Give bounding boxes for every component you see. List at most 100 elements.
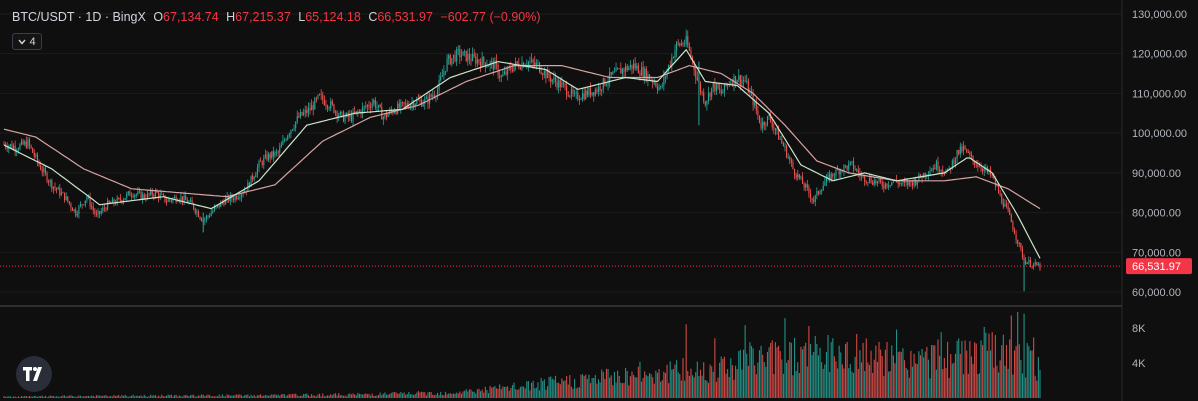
tradingview-logo-icon[interactable] xyxy=(16,356,52,392)
candle xyxy=(578,95,580,105)
volume-bar xyxy=(260,394,262,398)
volume-bar xyxy=(832,338,834,398)
volume-bar xyxy=(867,362,869,398)
volume-bar xyxy=(770,343,772,398)
volume-bar xyxy=(562,380,564,398)
candle xyxy=(757,105,759,120)
volume-bar xyxy=(428,391,431,398)
volume-bar xyxy=(486,390,488,398)
volume-bar xyxy=(384,392,386,398)
candle xyxy=(792,159,794,170)
candle xyxy=(311,99,313,111)
candle xyxy=(35,152,37,159)
volume-bar xyxy=(572,388,574,398)
volume-bar xyxy=(972,364,974,398)
candle xyxy=(821,189,823,195)
candle xyxy=(14,140,16,157)
volume-bar xyxy=(374,395,376,398)
candle xyxy=(94,208,96,218)
volume-bar xyxy=(838,345,840,398)
volume-bar xyxy=(942,369,944,398)
volume-bar xyxy=(232,395,235,398)
volume-bar xyxy=(862,342,864,398)
volume-bar xyxy=(5,396,7,398)
volume-bar xyxy=(1010,315,1012,398)
candle xyxy=(282,134,284,146)
candle xyxy=(719,83,721,94)
candle xyxy=(476,53,478,67)
volume-bar xyxy=(983,326,985,398)
volume-bar xyxy=(650,374,652,398)
candle xyxy=(320,89,322,100)
symbol-title[interactable]: BTC/USDT · 1D · BingX xyxy=(12,10,146,24)
candle xyxy=(591,92,593,97)
volume-bar xyxy=(588,374,590,398)
volume-bar xyxy=(596,383,598,398)
candle xyxy=(299,108,302,119)
candle xyxy=(295,121,297,132)
candle xyxy=(97,208,99,219)
volume-bar xyxy=(900,352,902,398)
candle xyxy=(102,204,104,214)
candle xyxy=(183,191,185,205)
volume-bar xyxy=(774,342,776,398)
indicators-toggle-button[interactable]: 4 xyxy=(12,33,42,50)
candle xyxy=(680,39,682,47)
volume-bar xyxy=(341,395,343,398)
candle xyxy=(931,168,933,172)
volume-bar xyxy=(727,369,729,398)
candle xyxy=(774,127,776,136)
volume-bar xyxy=(484,386,486,398)
candle xyxy=(48,179,50,186)
candle xyxy=(319,93,321,96)
volume-bar xyxy=(755,374,757,398)
volume-bar xyxy=(511,385,513,398)
volume-bar xyxy=(362,394,364,398)
volume-bar xyxy=(347,394,349,398)
candle xyxy=(502,69,504,77)
volume-bar xyxy=(813,351,815,398)
volume-bar xyxy=(140,395,142,398)
volume-bar xyxy=(118,395,120,398)
volume-bar xyxy=(570,386,572,398)
volume-bar xyxy=(215,396,217,398)
volume-bar xyxy=(970,356,973,398)
volume-bar xyxy=(350,394,353,398)
volume-bar xyxy=(304,393,306,398)
volume-bar xyxy=(739,349,741,398)
candle xyxy=(237,195,239,201)
volume-bar xyxy=(797,362,799,398)
candle xyxy=(800,175,802,180)
volume-bar xyxy=(888,371,890,398)
volume-bar xyxy=(299,395,302,398)
candle xyxy=(194,207,196,215)
ma-slow-line xyxy=(3,64,1041,210)
candle xyxy=(596,87,598,95)
candle xyxy=(444,70,447,76)
volume-bar xyxy=(585,374,587,398)
volume-bar xyxy=(370,395,372,398)
candle xyxy=(436,84,439,100)
candle xyxy=(411,96,413,111)
volume-bar xyxy=(816,343,818,398)
candle xyxy=(962,141,965,156)
volume-bar xyxy=(143,394,145,398)
price-gridlines xyxy=(0,13,1122,293)
volume-bar xyxy=(1017,312,1019,398)
volume-bar xyxy=(392,392,394,398)
volume-bar xyxy=(892,355,894,398)
volume-bar xyxy=(16,397,18,398)
candle xyxy=(620,62,622,74)
volume-bar xyxy=(582,374,584,398)
volume-bar xyxy=(907,369,909,398)
candle xyxy=(303,108,305,117)
volume-bar xyxy=(1012,374,1014,398)
candle xyxy=(819,189,821,195)
volume-bar xyxy=(679,373,681,398)
volume-bar xyxy=(57,396,59,398)
volume-bar xyxy=(172,396,174,398)
candle xyxy=(25,136,27,149)
volume-bar xyxy=(371,393,373,398)
